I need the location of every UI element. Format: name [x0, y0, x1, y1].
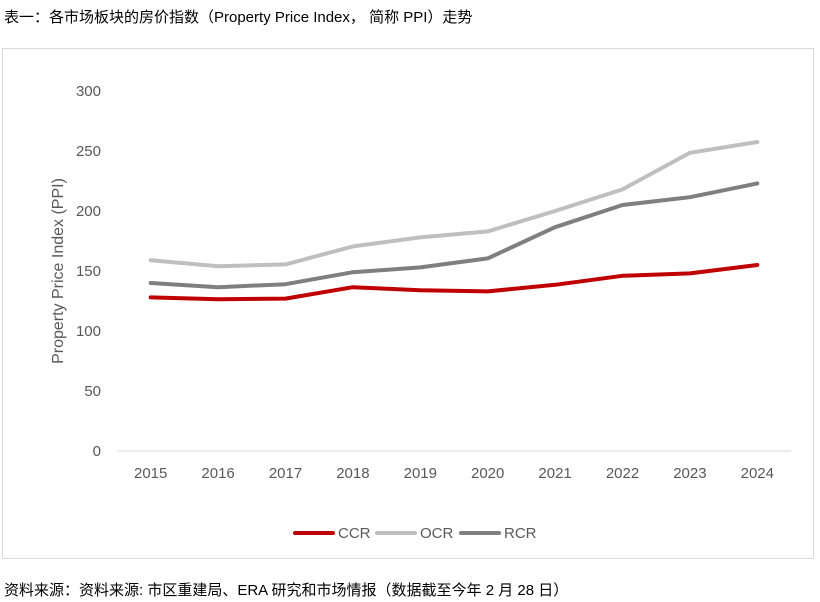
y-tick-label: 200 — [76, 203, 101, 220]
x-tick-label: 2019 — [404, 465, 437, 482]
series-line-ocr — [148, 140, 760, 269]
legend-label-ocr: OCR — [420, 525, 454, 542]
x-tick-label: 2021 — [538, 465, 571, 482]
y-axis-label: Property Price Index (PPI) — [50, 178, 67, 364]
series-line-rcr — [148, 181, 760, 290]
source-note: 资料来源：资料来源: 市区重建局、ERA 研究和市场情报（数据截至今年 2 月 … — [4, 582, 569, 599]
x-tick-label: 2020 — [471, 465, 504, 482]
legend: CCR OCR RCR — [293, 525, 537, 542]
y-tick-label: 100 — [76, 323, 101, 340]
y-tick-label: 50 — [84, 383, 101, 400]
y-axis: 0 50 100 150 200 250 300 — [76, 83, 101, 460]
x-tick-label: 2023 — [673, 465, 706, 482]
chart-caption-title: 表一：各市场板块的房价指数（Property Price Index， 简称 P… — [4, 9, 473, 26]
x-tick-label: 2016 — [201, 465, 234, 482]
series-lines — [148, 140, 760, 302]
legend-label-rcr: RCR — [504, 525, 537, 542]
chart-area: 0 50 100 150 200 250 300 2015 2016 2017 2018 2019 2… — [2, 48, 814, 559]
x-tick-label: 2017 — [269, 465, 302, 482]
y-tick-label: 0 — [93, 443, 101, 460]
x-tick-label: 2015 — [134, 465, 167, 482]
y-tick-label: 300 — [76, 83, 101, 100]
x-tick-label: 2024 — [741, 465, 774, 482]
x-tick-label: 2022 — [606, 465, 639, 482]
y-tick-label: 250 — [76, 143, 101, 160]
series-line-ccr — [148, 263, 760, 302]
legend-label-ccr: CCR — [338, 525, 371, 542]
x-tick-label: 2018 — [336, 465, 369, 482]
x-axis: 2015 2016 2017 2018 2019 2020 2021 2022 2023 2024 — [117, 450, 791, 482]
y-tick-label: 150 — [76, 263, 101, 280]
